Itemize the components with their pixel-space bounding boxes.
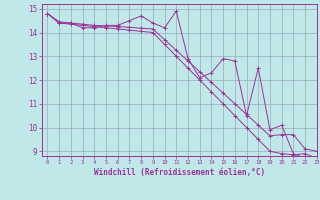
X-axis label: Windchill (Refroidissement éolien,°C): Windchill (Refroidissement éolien,°C) xyxy=(94,168,265,177)
